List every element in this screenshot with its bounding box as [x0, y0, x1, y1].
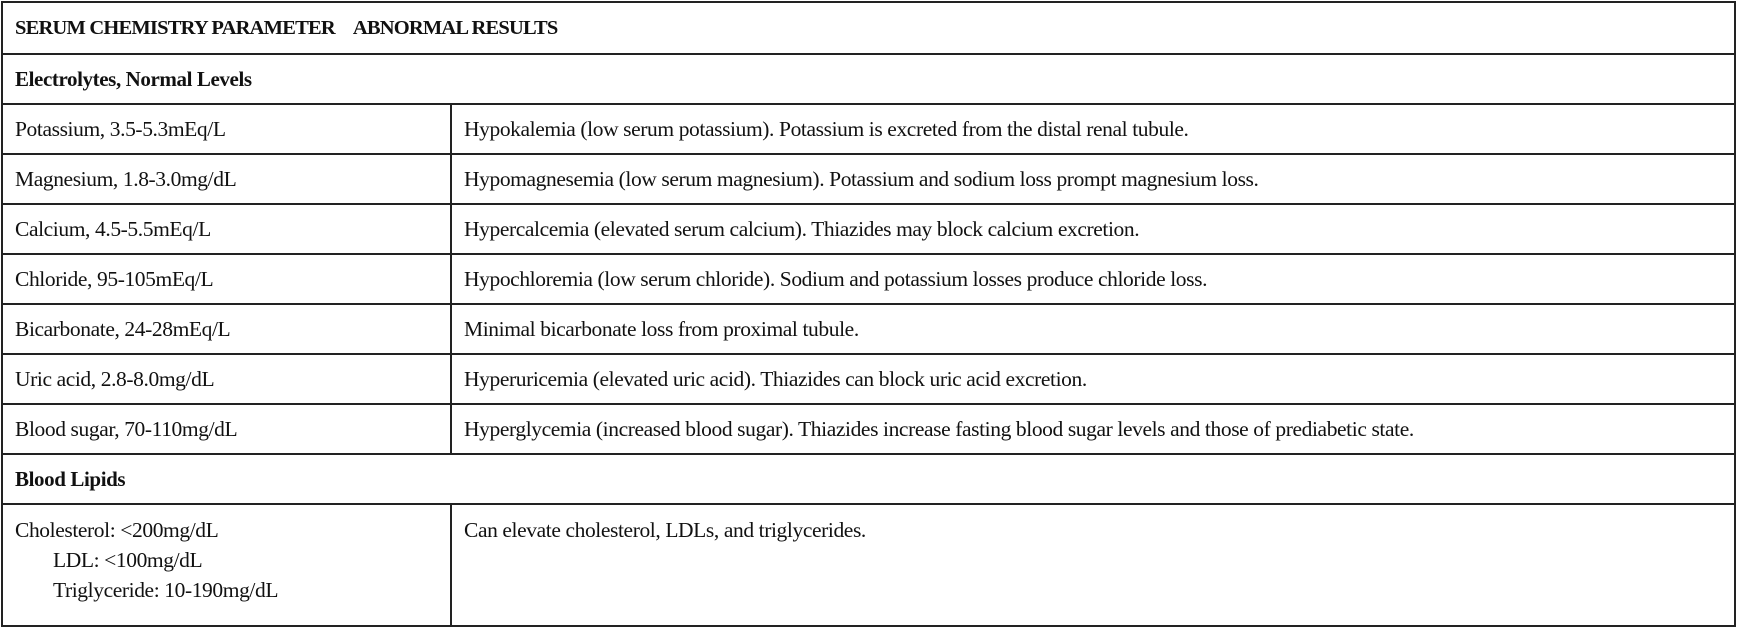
parameter-line: Chloride, 95-105mEq/L — [15, 266, 214, 291]
header-row: SERUM CHEMISTRY PARAMETER ABNORMAL RESULT… — [1, 1, 1736, 55]
section-title: Blood Lipids — [1, 453, 1736, 505]
header-cell: SERUM CHEMISTRY PARAMETER ABNORMAL RESULT… — [1, 1, 1736, 55]
parameter-cell: Magnesium, 1.8-3.0mg/dL — [1, 153, 452, 205]
parameter-line: Triglyceride: 10-190mg/dL — [53, 578, 279, 602]
result-cell: Hypomagnesemia (low serum magnesium). Po… — [450, 153, 1736, 205]
result-cell: Hypochloremia (low serum chloride). Sodi… — [450, 253, 1736, 305]
parameter-cell: Chloride, 95-105mEq/L — [1, 253, 452, 305]
data-row: Blood sugar, 70-110mg/dL Hyperglycemia (i… — [1, 403, 1736, 455]
parameter-cell: Potassium, 3.5-5.3mEq/L — [1, 103, 452, 155]
parameter-cell: Bicarbonate, 24-28mEq/L — [1, 303, 452, 355]
parameter-line: Magnesium, 1.8-3.0mg/dL — [15, 166, 237, 191]
parameter-cell: Blood sugar, 70-110mg/dL — [1, 403, 452, 455]
data-row: Calcium, 4.5-5.5mEq/L Hypercalcemia (elev… — [1, 203, 1736, 255]
result-cell: Hypokalemia (low serum potassium). Potas… — [450, 103, 1736, 155]
section-title: Electrolytes, Normal Levels — [1, 53, 1736, 105]
result-cell: Hyperuricemia (elevated uric acid). Thia… — [450, 353, 1736, 405]
data-row: Potassium, 3.5-5.3mEq/L Hypokalemia (low … — [1, 103, 1736, 155]
parameter-cell: Uric acid, 2.8-8.0mg/dL — [1, 353, 452, 405]
parameter-line: Cholesterol: <200mg/dL — [15, 518, 219, 542]
section-row: Electrolytes, Normal Levels — [1, 53, 1736, 105]
header-text: SERUM CHEMISTRY PARAMETER — [15, 16, 336, 39]
parameter-cell: Cholesterol: <200mg/dL LDL: <100mg/dL Trig… — [1, 503, 452, 627]
result-cell: Hyperglycemia (increased blood sugar). T… — [450, 403, 1736, 455]
parameter-line: LDL: <100mg/dL — [53, 548, 203, 572]
data-row: Magnesium, 1.8-3.0mg/dL Hypomagnesemia (l… — [1, 153, 1736, 205]
header-text: ABNORMAL RESULTS — [352, 16, 558, 39]
result-cell: Can elevate cholesterol, LDLs, and trigl… — [450, 503, 1736, 627]
data-row: Bicarbonate, 24-28mEq/L Minimal bicarbona… — [1, 303, 1736, 355]
parameter-line: Blood sugar, 70-110mg/dL — [15, 416, 238, 441]
parameter-line: Uric acid, 2.8-8.0mg/dL — [15, 366, 215, 391]
data-row: Cholesterol: <200mg/dL LDL: <100mg/dL Trig… — [1, 503, 1736, 627]
result-cell: Minimal bicarbonate loss from proximal t… — [450, 303, 1736, 355]
result-cell: Hypercalcemia (elevated serum calcium). … — [450, 203, 1736, 255]
section-row: Blood Lipids — [1, 453, 1736, 505]
parameter-line: Calcium, 4.5-5.5mEq/L — [15, 216, 211, 241]
parameter-line: Potassium, 3.5-5.3mEq/L — [15, 116, 226, 141]
parameter-cell: Calcium, 4.5-5.5mEq/L — [1, 203, 452, 255]
parameter-line: Bicarbonate, 24-28mEq/L — [15, 316, 231, 341]
data-row: Uric acid, 2.8-8.0mg/dL Hyperuricemia (el… — [1, 353, 1736, 405]
data-row: Chloride, 95-105mEq/L Hypochloremia (low … — [1, 253, 1736, 305]
